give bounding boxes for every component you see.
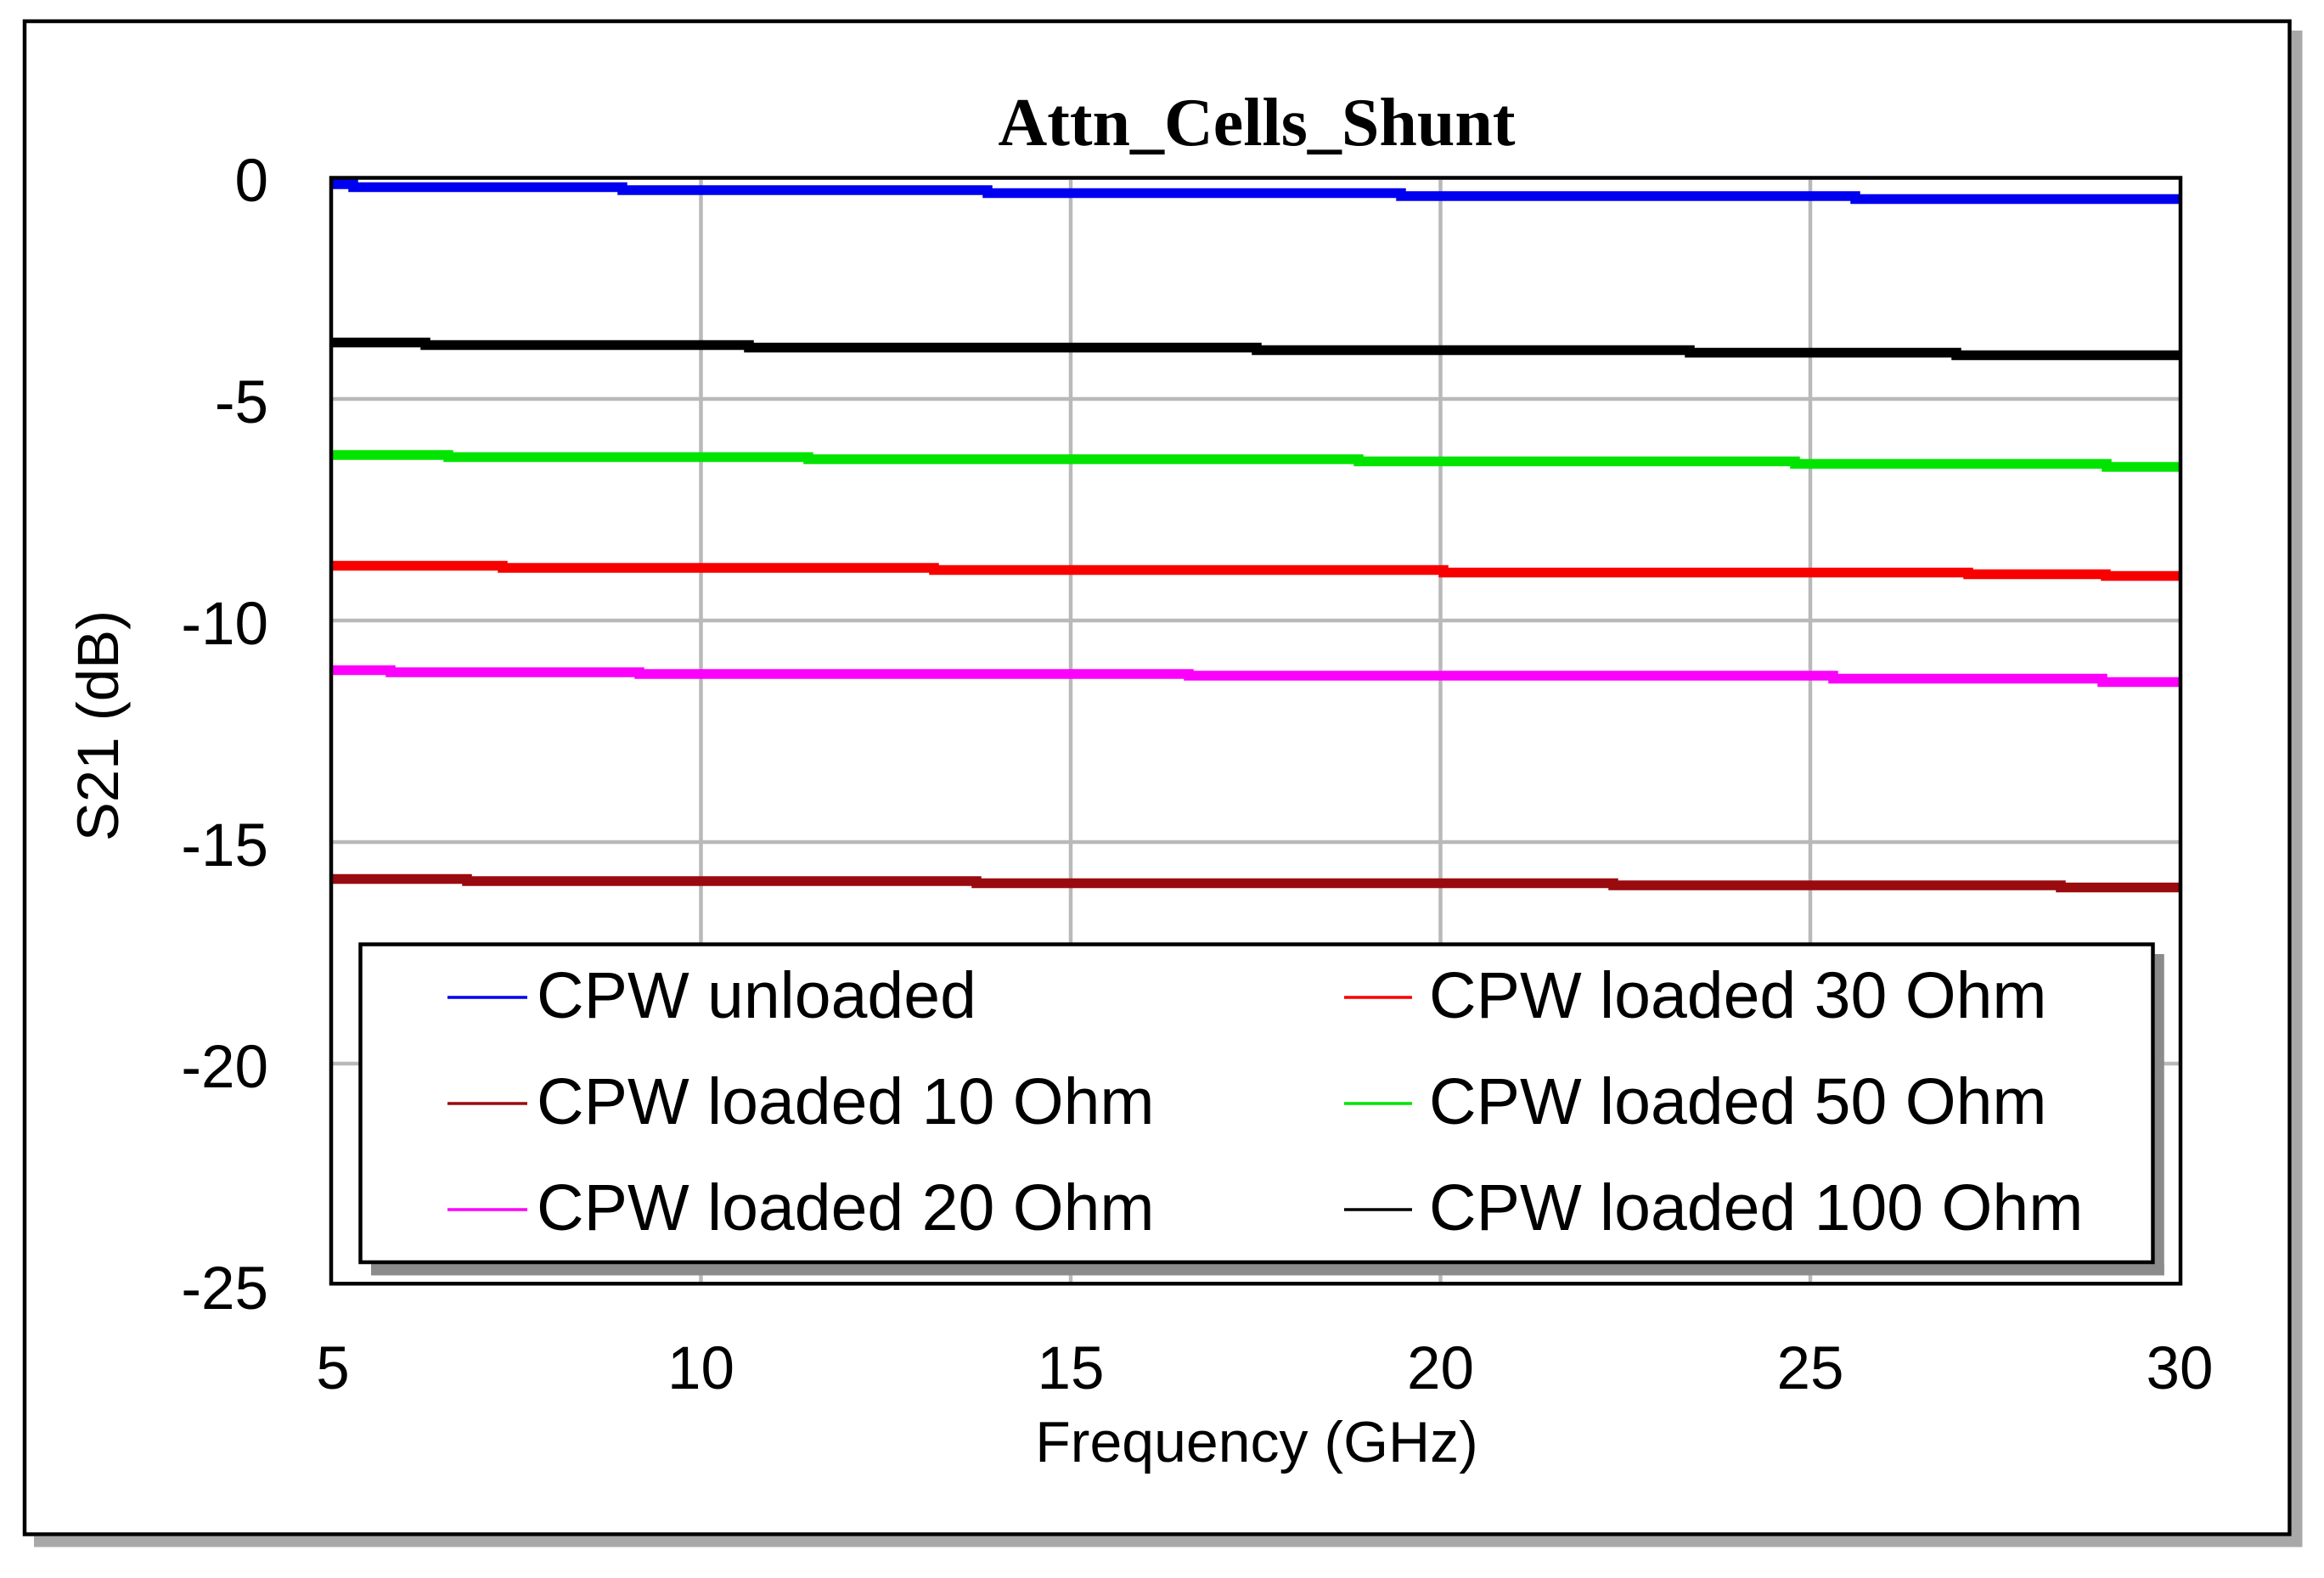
- svg-text:CPW loaded 20 Ohm: CPW loaded 20 Ohm: [537, 1171, 1155, 1244]
- svg-text:30: 30: [2147, 1335, 2214, 1402]
- svg-text:25: 25: [1777, 1335, 1844, 1402]
- svg-text:CPW loaded 50 Ohm: CPW loaded 50 Ohm: [1429, 1065, 2047, 1138]
- svg-text:20: 20: [1407, 1335, 1474, 1402]
- svg-text:Frequency (GHz): Frequency (GHz): [1035, 1410, 1477, 1474]
- svg-text:-20: -20: [181, 1034, 268, 1101]
- svg-text:CPW unloaded: CPW unloaded: [537, 959, 976, 1032]
- svg-text:-5: -5: [215, 369, 268, 436]
- svg-text:-10: -10: [181, 591, 268, 658]
- svg-text:Attn_Cells_Shunt: Attn_Cells_Shunt: [998, 86, 1515, 160]
- svg-text:0: 0: [235, 148, 269, 215]
- svg-text:15: 15: [1038, 1335, 1105, 1402]
- svg-text:5: 5: [316, 1335, 350, 1402]
- svg-text:-25: -25: [181, 1255, 268, 1322]
- svg-text:S21 (dB): S21 (dB): [65, 610, 131, 841]
- svg-text:-15: -15: [181, 812, 268, 879]
- svg-text:10: 10: [667, 1335, 734, 1402]
- svg-text:CPW loaded 10 Ohm: CPW loaded 10 Ohm: [537, 1065, 1155, 1138]
- svg-text:CPW loaded 100 Ohm: CPW loaded 100 Ohm: [1429, 1171, 2083, 1244]
- svg-text:CPW loaded 30 Ohm: CPW loaded 30 Ohm: [1429, 959, 2047, 1032]
